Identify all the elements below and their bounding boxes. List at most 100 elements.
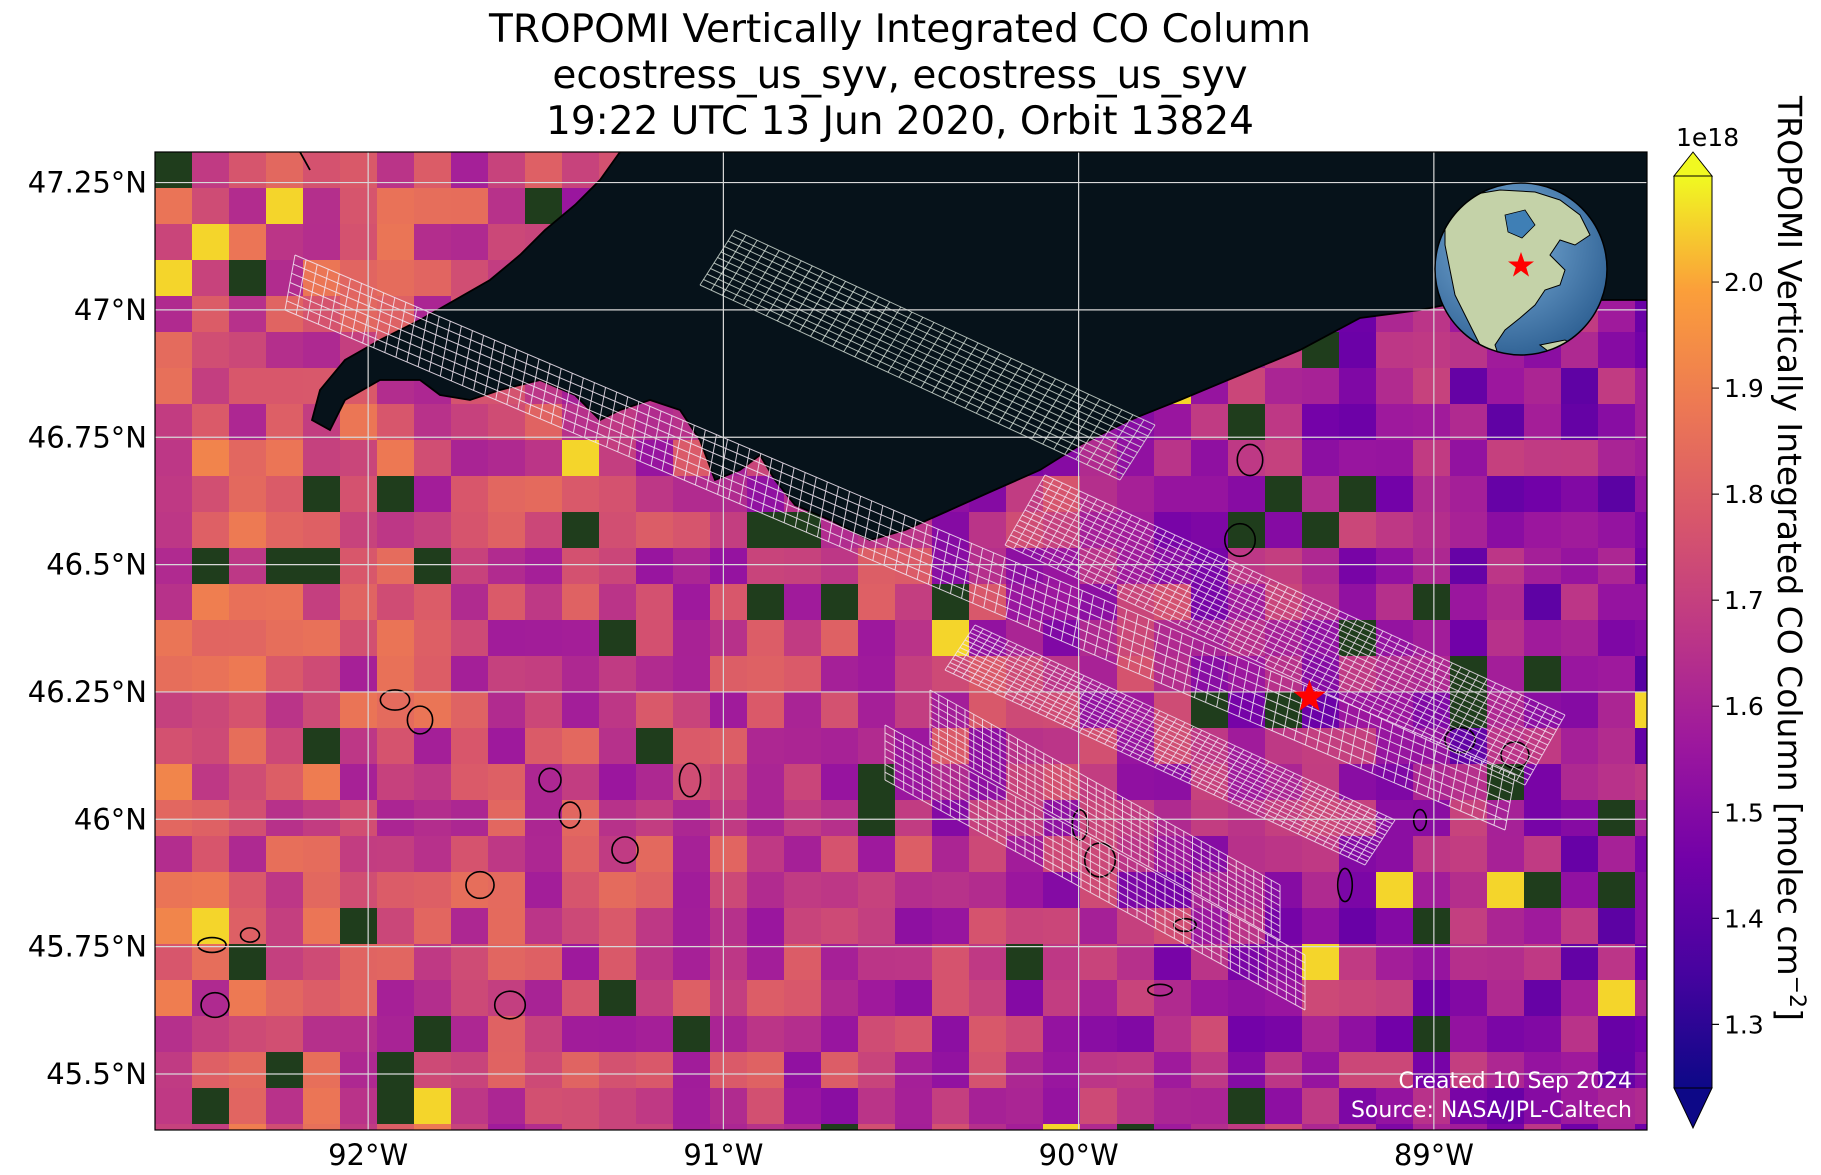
co-pixel [229,1124,267,1130]
co-pixel [1376,476,1414,513]
co-pixel [377,584,415,621]
co-pixel [1302,440,1340,477]
co-pixel [488,548,526,585]
co-pixel [969,1016,1007,1053]
co-pixel [229,584,267,621]
co-pixel [1154,440,1192,477]
co-pixel [784,836,822,873]
co-pixel [377,800,415,837]
co-pixel [1339,728,1377,765]
co-pixel [636,728,674,765]
tropomi-footprints [284,229,1566,1011]
site-star-marker[interactable] [1293,680,1326,711]
co-pixel [1228,1052,1266,1089]
co-pixel [636,692,674,729]
co-pixel [1006,872,1044,909]
co-pixel [821,764,859,801]
co-pixel [599,764,637,801]
lake-outline [1444,726,1476,754]
co-pixel [303,728,341,765]
co-pixel [1598,332,1636,369]
co-pixel [1561,944,1599,981]
co-pixel [1487,1016,1525,1053]
co-pixel [895,1016,933,1053]
co-pixel [562,1088,600,1125]
co-pixel [155,476,193,513]
co-pixel [969,1052,1007,1089]
co-pixel [1191,1052,1229,1089]
co-pixel [747,872,785,909]
lake-outline [379,689,411,711]
co-pixel [377,224,415,261]
lake-outline [538,767,562,793]
co-pixel [414,620,452,657]
co-pixel [229,440,267,477]
co-pixel [1487,944,1525,981]
co-pixel [673,908,711,945]
co-pixel [1598,476,1636,513]
site-star-icon[interactable] [1293,680,1326,711]
map-panel[interactable]: Created 10 Sep 2024 Source: NASA/JPL-Cal… [28,151,1673,1172]
co-pixel [1413,1016,1451,1053]
co-pixel [1117,1088,1155,1125]
co-pixel [1302,1016,1340,1053]
co-pixel [1598,1124,1636,1130]
co-pixel [599,980,637,1017]
co-pixel [1376,440,1414,477]
co-pixel [377,908,415,945]
co-pixel [858,800,896,837]
co-pixel [562,620,600,657]
co-pixel [155,980,193,1017]
lat-tick-label: 46.75°N [28,420,147,454]
co-pixel [1376,800,1414,837]
co-pixel [266,908,304,945]
co-pixel [303,512,341,549]
co-pixel [895,800,933,837]
co-pixel [895,656,933,693]
co-pixel [932,908,970,945]
co-pixel [932,1052,970,1089]
lat-tick-label: 47°N [74,293,147,327]
co-pixel [599,944,637,981]
co-pixel [1154,476,1192,513]
co-pixel [784,692,822,729]
co-pixel [266,548,304,585]
co-pixel [525,476,563,513]
co-pixel [1487,1088,1525,1125]
co-pixel [710,944,748,981]
globe-site-star-icon [1508,252,1534,277]
co-pixel [451,728,489,765]
co-pixel [1561,800,1599,837]
co-pixel [1635,404,1647,441]
co-pixel [1561,908,1599,945]
co-pixel [895,1124,933,1130]
co-pixel [1413,368,1451,405]
co-pixel [636,800,674,837]
co-pixel [1302,908,1340,945]
co-pixel [266,1124,304,1130]
co-pixel [1339,512,1377,549]
co-pixel [1117,1052,1155,1089]
co-pixel [1635,296,1647,333]
co-pixel [340,1124,378,1130]
co-pixel [525,548,563,585]
co-pixel [340,548,378,585]
co-pixel [932,980,970,1017]
co-pixel [1154,1124,1192,1130]
co-pixel [340,692,378,729]
co-pixel [266,836,304,873]
co-pixel [784,872,822,909]
co-pixel [1154,620,1192,657]
co-pixel [377,620,415,657]
co-pixel [451,692,489,729]
co-pixel [562,764,600,801]
co-pixel [377,512,415,549]
co-pixel [1080,1124,1118,1130]
co-pixel [1524,728,1562,765]
co-pixel [303,476,341,513]
co-pixel [932,1088,970,1125]
co-pixel [1117,584,1155,621]
co-pixel [1228,980,1266,1017]
co-pixel [1302,512,1340,549]
co-pixel [1080,1088,1118,1125]
